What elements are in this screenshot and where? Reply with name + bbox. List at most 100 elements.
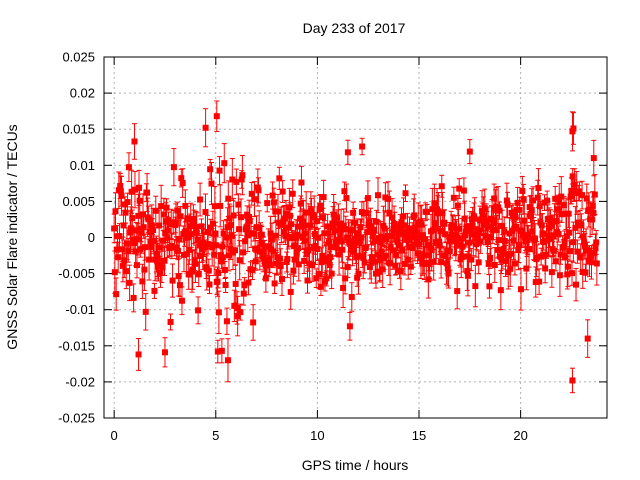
data-point (534, 194, 541, 201)
data-point (327, 254, 334, 261)
data-point (344, 149, 351, 156)
data-point (236, 257, 243, 264)
data-point (332, 239, 339, 246)
data-point (331, 217, 338, 224)
data-point (518, 227, 525, 234)
data-point (303, 209, 310, 216)
data-point (520, 196, 527, 203)
data-point (350, 248, 357, 255)
data-point (394, 239, 401, 246)
data-point (523, 265, 530, 272)
data-point (158, 203, 165, 210)
axis-ticks (104, 56, 607, 419)
data-point (426, 252, 433, 259)
data-point (291, 256, 298, 263)
data-point (558, 193, 565, 200)
data-point (262, 275, 269, 282)
data-point (355, 270, 362, 277)
data-point (404, 228, 411, 235)
data-point (150, 227, 157, 234)
data-point (358, 234, 365, 241)
data-point (497, 253, 504, 260)
data-point (129, 236, 136, 243)
data-point (175, 273, 182, 280)
data-point (167, 318, 174, 325)
data-point (342, 226, 349, 233)
data-point (264, 200, 271, 207)
data-point (205, 267, 212, 274)
data-point (152, 207, 159, 214)
data-point (454, 288, 461, 295)
data-point (224, 224, 231, 231)
data-point (491, 195, 498, 202)
data-point (111, 225, 118, 232)
data-point (564, 263, 571, 270)
data-point (347, 239, 354, 246)
data-point (111, 269, 118, 276)
data-point (555, 231, 562, 238)
data-point (127, 225, 134, 232)
data-point (563, 233, 570, 240)
data-point (220, 230, 227, 237)
data-point (511, 260, 518, 267)
data-point (591, 249, 598, 256)
data-point (349, 243, 356, 250)
data-point (113, 291, 120, 298)
data-point (576, 188, 583, 195)
data-point (508, 209, 515, 216)
data-point (487, 255, 494, 262)
data-point (460, 187, 467, 194)
data-point (334, 214, 341, 221)
data-point (371, 238, 378, 245)
data-point (131, 138, 138, 145)
data-point (360, 254, 367, 261)
data-point (159, 264, 166, 271)
data-point (389, 214, 396, 221)
data-point (136, 197, 143, 204)
data-point (118, 192, 125, 199)
data-point (223, 234, 230, 241)
data-point (448, 234, 455, 241)
data-point (224, 357, 231, 364)
data-point (245, 279, 252, 286)
data-point (324, 223, 331, 230)
data-point (278, 221, 285, 228)
data-point (270, 199, 277, 206)
data-point (193, 224, 200, 231)
data-point (391, 223, 398, 230)
data-point (387, 260, 394, 267)
data-point (466, 239, 473, 246)
data-point (439, 210, 446, 217)
data-point (313, 275, 320, 282)
data-point (548, 222, 555, 229)
data-point (319, 252, 326, 259)
data-point (146, 256, 153, 263)
data-point (124, 199, 131, 206)
data-point (248, 190, 255, 197)
data-point (481, 221, 488, 228)
data-point (133, 262, 140, 269)
data-point (362, 244, 369, 251)
data-point (491, 261, 498, 268)
data-point (397, 224, 404, 231)
data-point (529, 228, 536, 235)
data-point (526, 246, 533, 253)
data-point (131, 186, 138, 193)
data-point (354, 274, 361, 281)
data-point (405, 256, 412, 263)
x-tick-label: 0 (111, 428, 118, 443)
data-point (268, 236, 275, 243)
data-point (485, 223, 492, 230)
y-tick-label: -0.01 (65, 302, 95, 317)
tick-labels: -0.025 -0.02 -0.015 -0.01 -0.005 0 0.005 0.01 0.… (58, 50, 528, 444)
data-point (587, 253, 594, 260)
data-point (438, 183, 445, 190)
data-point (211, 203, 218, 210)
data-point (368, 254, 375, 261)
data-point (593, 239, 600, 246)
data-point (119, 246, 126, 253)
data-point (233, 178, 240, 185)
data-point (418, 221, 425, 228)
data-point (579, 192, 586, 199)
data-point (464, 267, 471, 274)
